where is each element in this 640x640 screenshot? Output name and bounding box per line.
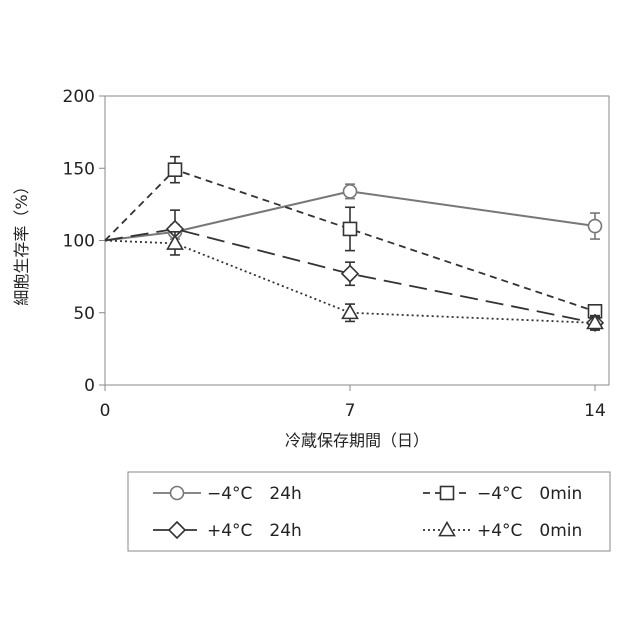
x-tick-label: 0 xyxy=(100,401,111,421)
data-point-circle xyxy=(589,220,602,233)
legend-label: −4°C 24h xyxy=(207,484,302,504)
y-tick-label: 100 xyxy=(63,232,95,252)
legend-label: −4°C 0min xyxy=(477,484,582,504)
x-tick-label: 7 xyxy=(345,401,356,421)
data-point-square xyxy=(169,163,182,176)
x-tick-label: 14 xyxy=(584,401,606,421)
legend: −4°C 24h −4°C 0min +4°C 24h +4°C 0min xyxy=(128,472,610,551)
y-tick-label: 150 xyxy=(63,159,95,179)
data-point-square xyxy=(344,222,357,235)
legend-marker-square xyxy=(441,487,454,500)
y-tick-label: 50 xyxy=(73,304,95,324)
y-axis-title: 細胞生存率（%） xyxy=(12,178,31,305)
legend-marker-circle xyxy=(171,487,184,500)
y-tick-label: 200 xyxy=(63,87,95,107)
legend-label: +4°C 24h xyxy=(207,521,302,541)
legend-label: +4°C 0min xyxy=(477,521,582,541)
y-tick-label: 0 xyxy=(84,376,95,396)
data-point-circle xyxy=(344,185,357,198)
x-axis-title: 冷蔵保存期間（日） xyxy=(285,431,429,450)
plot-area xyxy=(105,96,609,385)
